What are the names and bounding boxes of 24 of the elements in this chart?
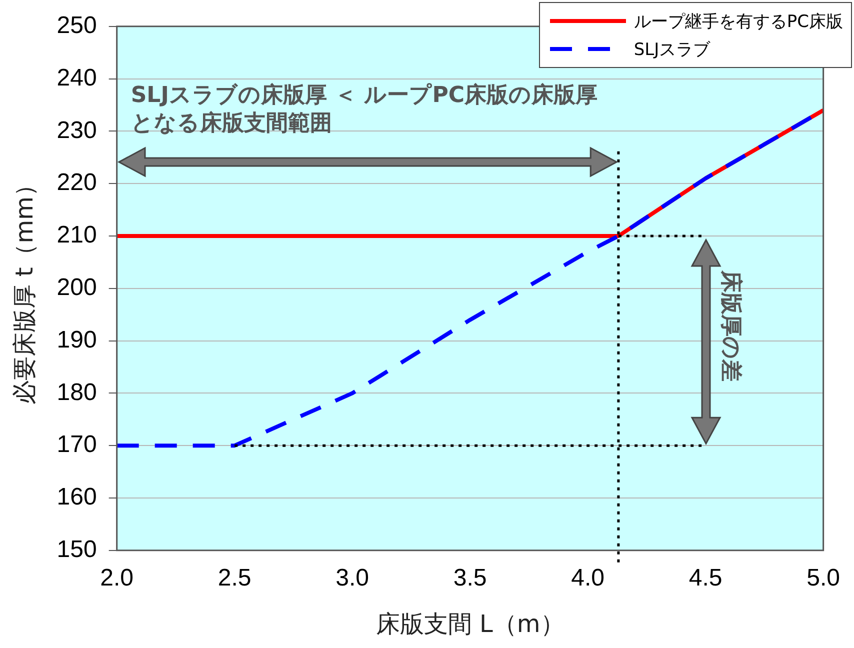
y-tick-label: 160: [56, 484, 97, 511]
y-tick-label: 240: [56, 64, 97, 92]
x-tick-label: 4.5: [688, 564, 722, 592]
annotation: SLJスラブの床版厚 ＜ ループPC床版の床版厚となる床版支間範囲: [130, 82, 598, 138]
x-tick-label: 3.5: [453, 564, 487, 592]
x-tick-label: 2.5: [218, 564, 252, 592]
x-tick-label: 5.0: [806, 564, 840, 592]
legend-label: ループ継手を有するPC床版: [634, 10, 843, 32]
x-tick-label: 2.0: [100, 564, 134, 592]
legend-label: SLJスラブ: [634, 38, 710, 60]
x-tick-label: 4.0: [571, 564, 605, 592]
y-tick-label: 150: [56, 536, 97, 564]
y-tick-label: 190: [56, 326, 97, 354]
x-axis-title: 床版支間 L（m）: [376, 610, 564, 638]
y-tick-label: 170: [56, 431, 97, 458]
y-tick-label: 230: [56, 116, 97, 144]
y-tick-label: 250: [56, 12, 97, 40]
annotation: 床版厚の差: [717, 270, 744, 382]
y-tick-label: 200: [56, 274, 97, 302]
y-axis-title: 必要床版厚 t（mm）: [10, 172, 39, 404]
y-tick-label: 220: [56, 169, 97, 196]
y-tick-label: 210: [56, 222, 97, 249]
y-tick-label: 180: [56, 378, 97, 406]
x-tick-label: 3.0: [336, 564, 370, 592]
